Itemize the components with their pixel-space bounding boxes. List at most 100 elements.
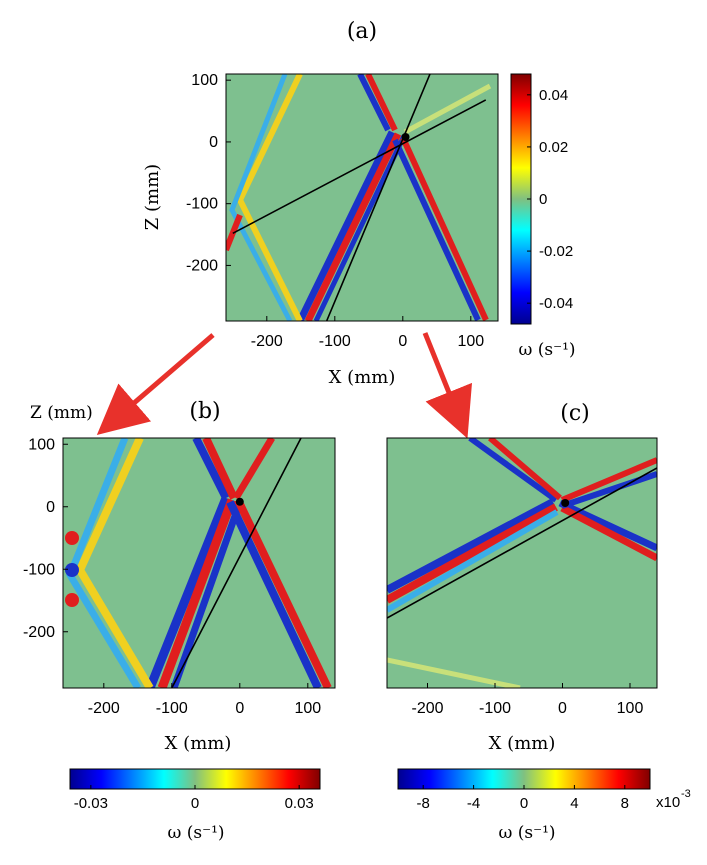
panel-c-xticks: -200 -100 0 100 <box>411 683 643 717</box>
panel-a: (a) -200 -100 0 100 100 0 -100 -200 X (mm) Z (… <box>142 19 576 388</box>
panel-a-beam <box>357 74 391 132</box>
colorbar-tick-label: -4 <box>467 795 480 812</box>
x-tick-label: -100 <box>319 333 351 350</box>
x-tick-label: 0 <box>398 333 407 350</box>
panel-a-xlabel: X (mm) <box>329 367 396 388</box>
panel-c-label: (c) <box>560 401 590 426</box>
arrow-to-c <box>422 332 472 439</box>
y-tick-label: 0 <box>209 134 218 151</box>
panel-a-beam <box>296 130 396 321</box>
panel-b-beam <box>145 496 231 688</box>
panel-c-colorbar-ticks: -8 -4 0 4 8 <box>417 785 629 812</box>
panel-b-beam <box>202 438 238 500</box>
panel-a-source-point <box>401 132 410 141</box>
x-tick-label: -200 <box>411 700 443 717</box>
panel-a-beam <box>392 138 481 321</box>
panel-c-beam <box>560 504 657 562</box>
colorbar-tick-label: 0.03 <box>285 795 314 812</box>
panel-c-source-point <box>561 499 570 507</box>
panel-b-beam <box>232 438 276 500</box>
panel-a-beam <box>236 74 303 321</box>
panel-a-xticks: -200 -100 0 100 <box>251 316 484 350</box>
x-tick-label: -100 <box>156 700 188 717</box>
arrow-to-b <box>96 333 215 436</box>
reference-line <box>232 99 487 235</box>
panel-c-field <box>387 438 657 688</box>
panel-b-beam <box>226 500 322 688</box>
panel-a-beam <box>400 136 489 321</box>
colorbar-tick-label: 0 <box>191 795 199 812</box>
y-tick-label: -200 <box>23 624 55 641</box>
panel-c-beam <box>558 499 657 552</box>
panel-b-beam <box>170 500 244 688</box>
y-tick-label: 100 <box>28 436 55 453</box>
colorbar-tick-label: 0.04 <box>539 87 568 104</box>
panel-a-beam <box>229 74 293 321</box>
panel-b-ylabel: Z (mm) <box>30 403 93 423</box>
panel-c-beam <box>468 438 558 503</box>
panel-b-blob <box>65 563 79 577</box>
panel-c-colorbar-multiplier: x10 <box>656 794 680 811</box>
panel-a-colorbar-ticks: 0.04 0.02 0 -0.02 -0.04 <box>527 87 573 312</box>
y-tick-label: 0 <box>46 499 55 516</box>
panel-b-source-point <box>235 497 244 506</box>
panel-a-colorbar-label: ω (s⁻¹) <box>518 340 575 360</box>
x-tick-label: 100 <box>294 700 321 717</box>
colorbar-tick-label: 4 <box>570 795 578 812</box>
panel-b-blob <box>65 593 79 607</box>
panel-c-beam <box>560 457 657 503</box>
colorbar-tick-label: -8 <box>417 795 430 812</box>
panel-b-frame <box>62 437 336 689</box>
panel-c-lines <box>387 467 657 619</box>
colorbar-tick-label: 0 <box>539 191 547 208</box>
panel-a-beam <box>313 134 407 321</box>
panel-b-yticks: 100 0 -100 -200 <box>23 436 68 641</box>
x-tick-label: 0 <box>235 700 244 717</box>
x-tick-label: 0 <box>558 700 567 717</box>
reference-line <box>171 438 302 688</box>
panel-a-lines <box>232 74 487 321</box>
panel-b-xticks: -200 -100 0 100 <box>88 683 321 717</box>
panel-c-xlabel: X (mm) <box>489 733 556 754</box>
x-tick-label: -100 <box>479 700 511 717</box>
panel-c-beam <box>387 657 521 688</box>
panel-b-colorbar-ticks: -0.03 0 0.03 <box>74 785 314 812</box>
x-tick-label: 100 <box>457 333 484 350</box>
x-tick-label: -200 <box>251 333 283 350</box>
panel-c-colorbar-label: ω (s⁻¹) <box>498 823 555 843</box>
panel-a-beam <box>403 83 492 135</box>
panel-a-label: (a) <box>347 19 377 44</box>
colorbar-tick-label: -0.04 <box>539 295 573 312</box>
reference-line <box>325 74 431 321</box>
panel-b-blob <box>65 531 79 545</box>
colorbar-tick-label: 0.02 <box>539 139 568 156</box>
panel-c-beam <box>387 509 559 613</box>
panel-b-beam <box>192 438 230 500</box>
panel-c-beam <box>387 498 555 594</box>
reference-line <box>387 467 657 619</box>
panel-a-field <box>226 74 498 321</box>
panel-a-beam <box>365 74 398 132</box>
panel-b: (b) Z (mm) -200 -100 0 100 100 0 -100 -200 X (… <box>23 399 336 843</box>
y-tick-label: 100 <box>191 72 218 89</box>
panel-b-beam <box>75 438 154 688</box>
panel-a-yticks: 100 0 -100 -200 <box>186 72 231 274</box>
x-tick-label: -200 <box>88 700 120 717</box>
panel-a-beam <box>304 132 402 321</box>
panel-b-lines <box>171 438 302 688</box>
panel-b-label: (b) <box>189 399 220 424</box>
panel-a-ylabel: Z (mm) <box>142 164 163 230</box>
panel-c-beam <box>561 471 657 509</box>
panel-b-xlabel: X (mm) <box>165 733 232 754</box>
panel-c-frame <box>386 437 658 689</box>
panel-c-beam <box>387 503 558 604</box>
colorbar-tick-label: 8 <box>621 795 629 812</box>
x-tick-label: 100 <box>617 700 644 717</box>
y-tick-label: -100 <box>23 561 55 578</box>
colorbar-tick-label: 0 <box>520 795 528 812</box>
panel-c-colorbar-multiplier-exp: -3 <box>681 788 691 800</box>
colorbar-tick-label: -0.03 <box>74 795 108 812</box>
panel-b-field <box>63 438 335 688</box>
y-tick-label: -100 <box>186 196 218 213</box>
